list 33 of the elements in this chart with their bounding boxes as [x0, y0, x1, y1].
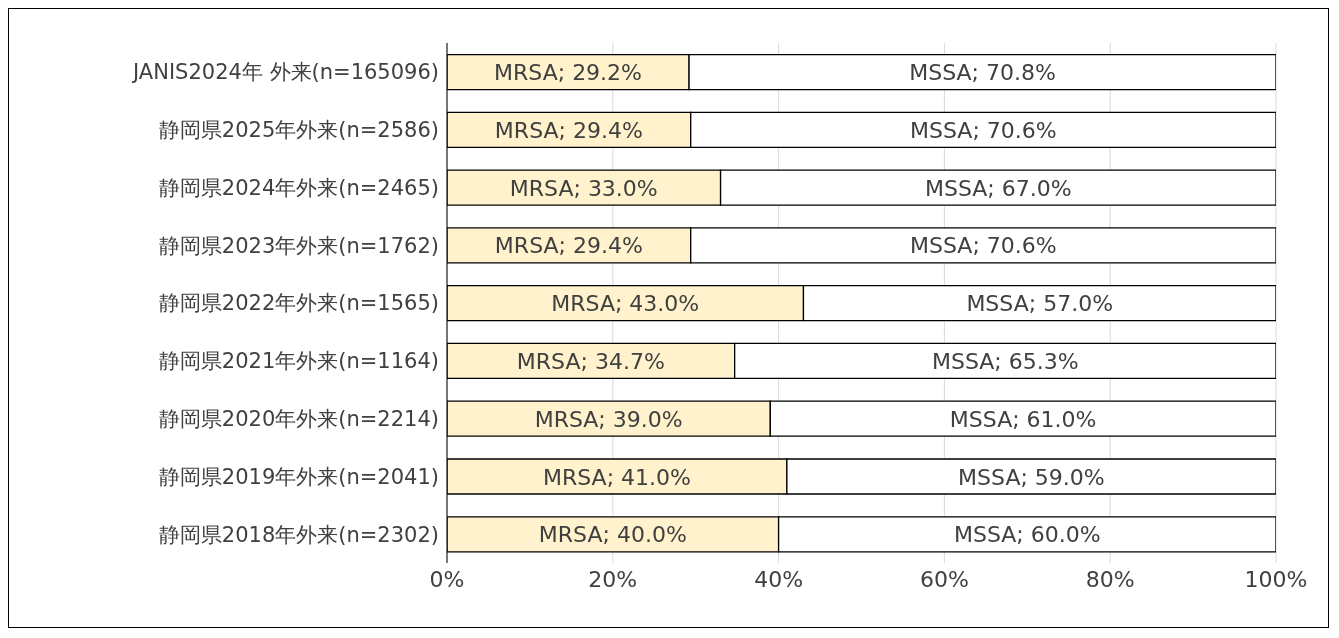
data-label: MSSA; 70.6%: [910, 232, 1057, 258]
data-label: MRSA; 41.0%: [542, 464, 691, 489]
data-label: MSSA; 59.0%: [958, 464, 1105, 489]
x-tick-label: 40%: [754, 566, 804, 592]
y-tick-label: 静岡県2025年外来(n=2586): [158, 118, 439, 143]
data-label: MRSA; 43.0%: [551, 290, 700, 316]
y-tick-label: 静岡県2020年外来(n=2214): [158, 407, 439, 432]
data-label: MSSA; 70.6%: [910, 117, 1057, 143]
data-label: MSSA; 65.3%: [932, 348, 1079, 374]
x-tick-label: 100%: [1244, 566, 1308, 592]
data-label: MRSA; 29.2%: [494, 59, 643, 85]
data-label: MRSA; 29.4%: [494, 117, 643, 143]
data-label: MRSA; 33.0%: [509, 175, 658, 201]
data-label: MSSA; 57.0%: [966, 290, 1114, 316]
data-label: MSSA; 60.0%: [953, 521, 1101, 547]
data-label: MRSA; 29.4%: [494, 232, 643, 258]
x-tick-label: 0%: [429, 566, 465, 592]
x-tick-label: 60%: [919, 566, 969, 592]
data-label: MRSA; 34.7%: [516, 348, 665, 374]
y-tick-label: 静岡県2018年外来(n=2302): [158, 522, 439, 547]
y-tick-label: JANIS2024年 外来(n=165096): [131, 60, 439, 85]
y-tick-label: 静岡県2019年外来(n=2041): [158, 464, 439, 489]
x-tick-label: 80%: [1085, 566, 1135, 592]
y-tick-label: 静岡県2021年外来(n=1164): [158, 349, 439, 374]
y-tick-label: 静岡県2022年外来(n=1565): [158, 291, 439, 316]
data-label: MSSA; 61.0%: [949, 406, 1097, 432]
data-label: MRSA; 40.0%: [538, 521, 687, 547]
x-tick-label: 20%: [588, 566, 638, 592]
data-label: MRSA; 39.0%: [534, 406, 683, 432]
y-tick-label: 静岡県2023年外来(n=1762): [158, 233, 439, 258]
data-label: MSSA; 67.0%: [924, 175, 1072, 201]
y-tick-label: 静岡県2024年外来(n=2465): [158, 175, 439, 200]
data-label: MSSA; 70.8%: [909, 59, 1056, 85]
